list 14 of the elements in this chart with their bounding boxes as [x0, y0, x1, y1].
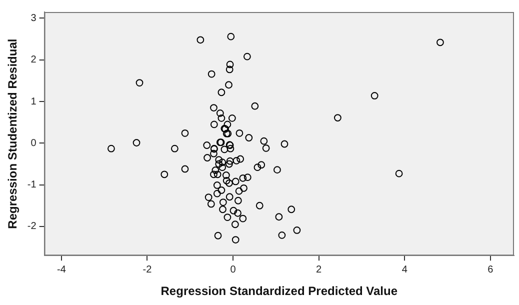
x-tick-label: -4 — [56, 264, 66, 276]
y-tick-label: -1 — [27, 180, 37, 191]
x-axis-title: Regression Standardized Predicted Value — [160, 284, 398, 298]
x-tick-label: -2 — [142, 264, 152, 276]
x-tick-label: 2 — [316, 264, 322, 276]
x-tick-label: 4 — [402, 264, 408, 276]
y-tick-label: 1 — [30, 96, 37, 108]
y-axis-title: Regression Studentized Residual — [6, 38, 20, 229]
y-tick-label: 2 — [30, 54, 37, 66]
x-tick-label: 0 — [230, 264, 236, 276]
x-tick-label: 6 — [488, 264, 494, 276]
y-tick-label: 0 — [30, 138, 37, 149]
y-tick-label: 3 — [30, 12, 37, 24]
y-tick-label: -2 — [27, 221, 37, 232]
